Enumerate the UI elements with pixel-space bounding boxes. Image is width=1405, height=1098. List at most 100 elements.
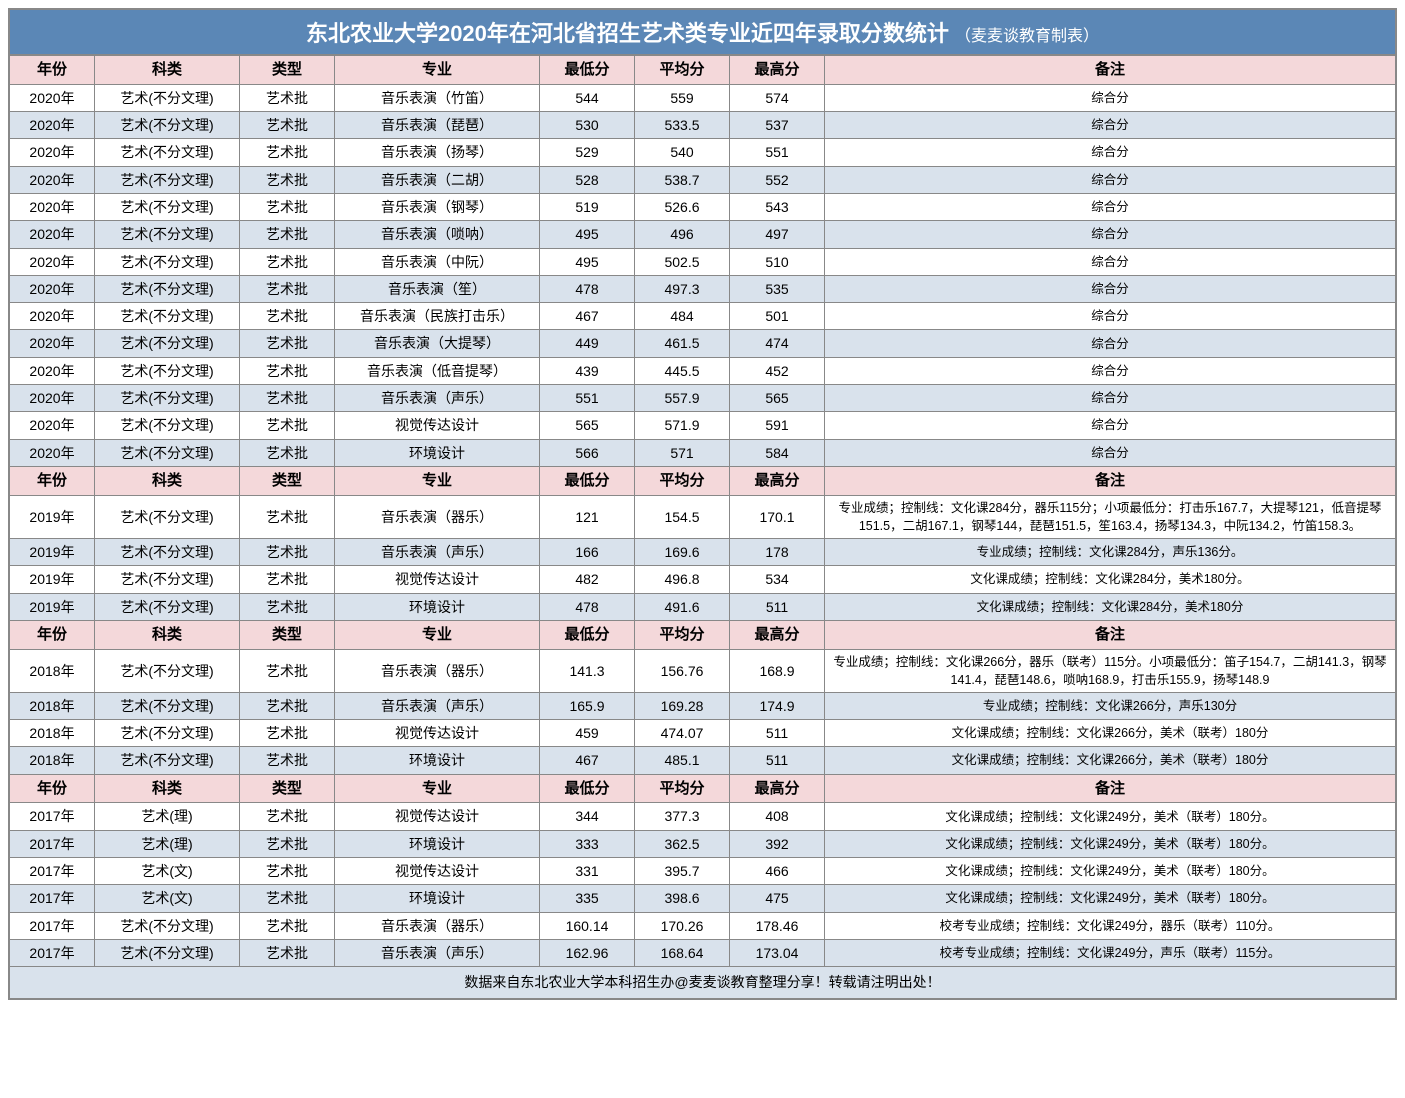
table-cell: 537 <box>730 112 825 139</box>
table-cell: 467 <box>540 303 635 330</box>
column-header: 类型 <box>240 774 335 803</box>
table-cell: 156.76 <box>635 649 730 692</box>
table-cell: 艺术(不分文理) <box>95 566 240 593</box>
table-cell: 艺术批 <box>240 830 335 857</box>
table-cell: 音乐表演（声乐） <box>335 385 540 412</box>
table-cell: 169.6 <box>635 538 730 565</box>
table-row: 2019年艺术(不分文理)艺术批音乐表演（声乐）166169.6178专业成绩；… <box>10 538 1396 565</box>
table-cell: 2020年 <box>10 166 95 193</box>
table-cell: 491.6 <box>635 593 730 620</box>
table-cell: 2017年 <box>10 858 95 885</box>
table-row: 2019年艺术(不分文理)艺术批环境设计478491.6511文化课成绩；控制线… <box>10 593 1396 620</box>
table-cell: 162.96 <box>540 939 635 966</box>
table-cell: 530 <box>540 112 635 139</box>
table-row: 2017年艺术(不分文理)艺术批音乐表演（声乐）162.96168.64173.… <box>10 939 1396 966</box>
table-row: 2020年艺术(不分文理)艺术批音乐表演（低音提琴）439445.5452综合分 <box>10 357 1396 384</box>
table-cell: 音乐表演（笙） <box>335 275 540 302</box>
table-cell: 专业成绩；控制线：文化课284分，器乐115分；小项最低分：打击乐167.7，大… <box>825 495 1396 538</box>
table-cell: 543 <box>730 193 825 220</box>
table-cell: 2020年 <box>10 248 95 275</box>
table-cell: 178.46 <box>730 912 825 939</box>
column-header: 专业 <box>335 774 540 803</box>
table-cell: 艺术批 <box>240 720 335 747</box>
table-cell: 音乐表演（中阮） <box>335 248 540 275</box>
table-cell: 音乐表演（唢呐） <box>335 221 540 248</box>
table-cell: 艺术(不分文理) <box>95 538 240 565</box>
table-row: 2017年艺术(文)艺术批环境设计335398.6475文化课成绩；控制线：文化… <box>10 885 1396 912</box>
table-row: 2020年艺术(不分文理)艺术批音乐表演（琵琶）530533.5537综合分 <box>10 112 1396 139</box>
table-cell: 艺术(不分文理) <box>95 385 240 412</box>
table-row: 2020年艺术(不分文理)艺术批音乐表演（扬琴）529540551综合分 <box>10 139 1396 166</box>
table-cell: 音乐表演（竹笛） <box>335 84 540 111</box>
table-cell: 艺术(不分文理) <box>95 939 240 966</box>
table-cell: 艺术批 <box>240 193 335 220</box>
header-row: 年份科类类型专业最低分平均分最高分备注 <box>10 774 1396 803</box>
table-cell: 121 <box>540 495 635 538</box>
table-cell: 565 <box>730 385 825 412</box>
table-cell: 141.3 <box>540 649 635 692</box>
table-cell: 艺术批 <box>240 248 335 275</box>
table-cell: 艺术(不分文理) <box>95 495 240 538</box>
table-cell: 533.5 <box>635 112 730 139</box>
table-cell: 艺术(不分文理) <box>95 412 240 439</box>
table-cell: 534 <box>730 566 825 593</box>
table-cell: 音乐表演（民族打击乐） <box>335 303 540 330</box>
table-cell: 466 <box>730 858 825 885</box>
table-cell: 160.14 <box>540 912 635 939</box>
table-cell: 2020年 <box>10 385 95 412</box>
table-cell: 艺术批 <box>240 439 335 466</box>
table-cell: 170.1 <box>730 495 825 538</box>
column-header: 科类 <box>95 56 240 85</box>
table-cell: 2018年 <box>10 747 95 774</box>
table-cell: 2018年 <box>10 692 95 719</box>
table-cell: 艺术(不分文理) <box>95 649 240 692</box>
table-cell: 视觉传达设计 <box>335 720 540 747</box>
table-cell: 538.7 <box>635 166 730 193</box>
column-header: 类型 <box>240 620 335 649</box>
table-cell: 526.6 <box>635 193 730 220</box>
table-cell: 艺术(不分文理) <box>95 84 240 111</box>
table-row: 2020年艺术(不分文理)艺术批音乐表演（笙）478497.3535综合分 <box>10 275 1396 302</box>
table-cell: 艺术批 <box>240 593 335 620</box>
table-cell: 环境设计 <box>335 747 540 774</box>
table-cell: 571.9 <box>635 412 730 439</box>
table-row: 2020年艺术(不分文理)艺术批音乐表演（民族打击乐）467484501综合分 <box>10 303 1396 330</box>
table-cell: 艺术批 <box>240 858 335 885</box>
column-header: 备注 <box>825 620 1396 649</box>
column-header: 类型 <box>240 56 335 85</box>
column-header: 科类 <box>95 620 240 649</box>
table-cell: 音乐表演（声乐） <box>335 538 540 565</box>
table-cell: 音乐表演（扬琴） <box>335 139 540 166</box>
table-cell: 170.26 <box>635 912 730 939</box>
table-cell: 511 <box>730 747 825 774</box>
table-cell: 2017年 <box>10 830 95 857</box>
table-cell: 2017年 <box>10 803 95 830</box>
table-cell: 377.3 <box>635 803 730 830</box>
table-cell: 艺术批 <box>240 221 335 248</box>
table-cell: 467 <box>540 747 635 774</box>
table-cell: 艺术(文) <box>95 858 240 885</box>
table-cell: 艺术批 <box>240 939 335 966</box>
table-cell: 395.7 <box>635 858 730 885</box>
table-cell: 艺术(不分文理) <box>95 193 240 220</box>
table-cell: 艺术批 <box>240 275 335 302</box>
table-cell: 584 <box>730 439 825 466</box>
table-cell: 496.8 <box>635 566 730 593</box>
table-cell: 482 <box>540 566 635 593</box>
table-cell: 2018年 <box>10 649 95 692</box>
column-header: 最高分 <box>730 620 825 649</box>
table-cell: 综合分 <box>825 357 1396 384</box>
table-cell: 474 <box>730 330 825 357</box>
table-cell: 艺术批 <box>240 912 335 939</box>
table-cell: 艺术(不分文理) <box>95 275 240 302</box>
table-row: 2018年艺术(不分文理)艺术批音乐表演（声乐）165.9169.28174.9… <box>10 692 1396 719</box>
table-cell: 艺术批 <box>240 747 335 774</box>
table-cell: 校考专业成绩；控制线：文化课249分，器乐（联考）110分。 <box>825 912 1396 939</box>
table-cell: 529 <box>540 139 635 166</box>
table-cell: 461.5 <box>635 330 730 357</box>
title-sub: （麦麦谈教育制表） <box>955 28 1099 45</box>
table-cell: 535 <box>730 275 825 302</box>
table-cell: 565 <box>540 412 635 439</box>
table-row: 2020年艺术(不分文理)艺术批音乐表演（二胡）528538.7552综合分 <box>10 166 1396 193</box>
table-cell: 艺术(不分文理) <box>95 221 240 248</box>
